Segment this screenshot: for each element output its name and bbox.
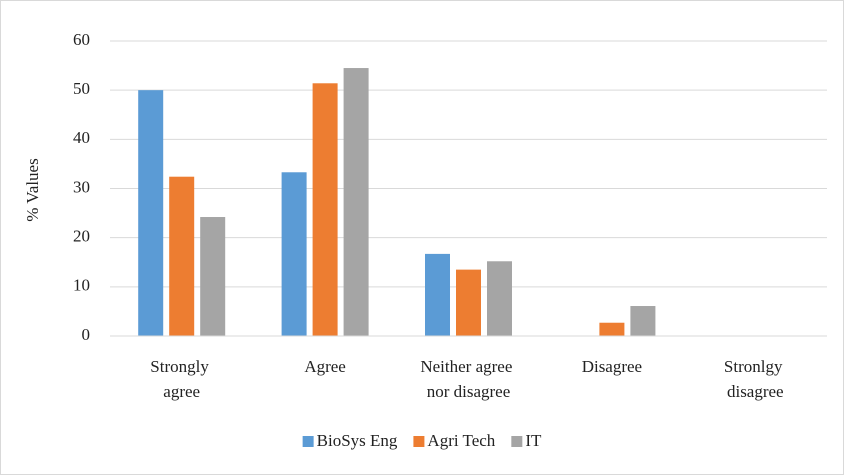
x-tick-label: Neither agree nor disagree <box>420 357 516 401</box>
legend-swatch <box>413 436 425 447</box>
bar <box>599 322 625 336</box>
legend-label: IT <box>525 431 542 450</box>
x-tick-label: Agree <box>304 357 346 376</box>
y-tick-label: 0 <box>82 325 91 344</box>
bar <box>312 83 338 337</box>
x-tick-label: Disagree <box>582 357 642 376</box>
x-tick-label: Strongly agree <box>150 357 213 401</box>
legend: BioSys Eng Agri Tech IT <box>302 431 542 450</box>
legend-swatch <box>302 436 314 447</box>
legend-label: Agri Tech <box>427 431 495 450</box>
y-tick-label: 50 <box>73 79 90 98</box>
bar <box>456 269 481 336</box>
bar <box>630 306 656 336</box>
y-tick-label: 10 <box>73 276 90 295</box>
bar <box>281 172 307 336</box>
y-tick-label: 40 <box>73 128 90 147</box>
bar <box>425 253 450 336</box>
y-tick-label: 30 <box>73 177 90 196</box>
bar <box>487 261 512 336</box>
legend-label: BioSys Eng <box>317 431 398 450</box>
y-axis-title: % Values <box>23 158 42 221</box>
y-tick-label: 20 <box>73 227 90 246</box>
bar <box>169 176 195 336</box>
bar <box>200 217 226 336</box>
x-tick-label: Stronlgy disagree <box>724 357 787 401</box>
y-tick-label: 60 <box>73 30 90 49</box>
bar <box>343 68 369 337</box>
bar <box>138 90 164 337</box>
legend-swatch <box>511 436 523 447</box>
